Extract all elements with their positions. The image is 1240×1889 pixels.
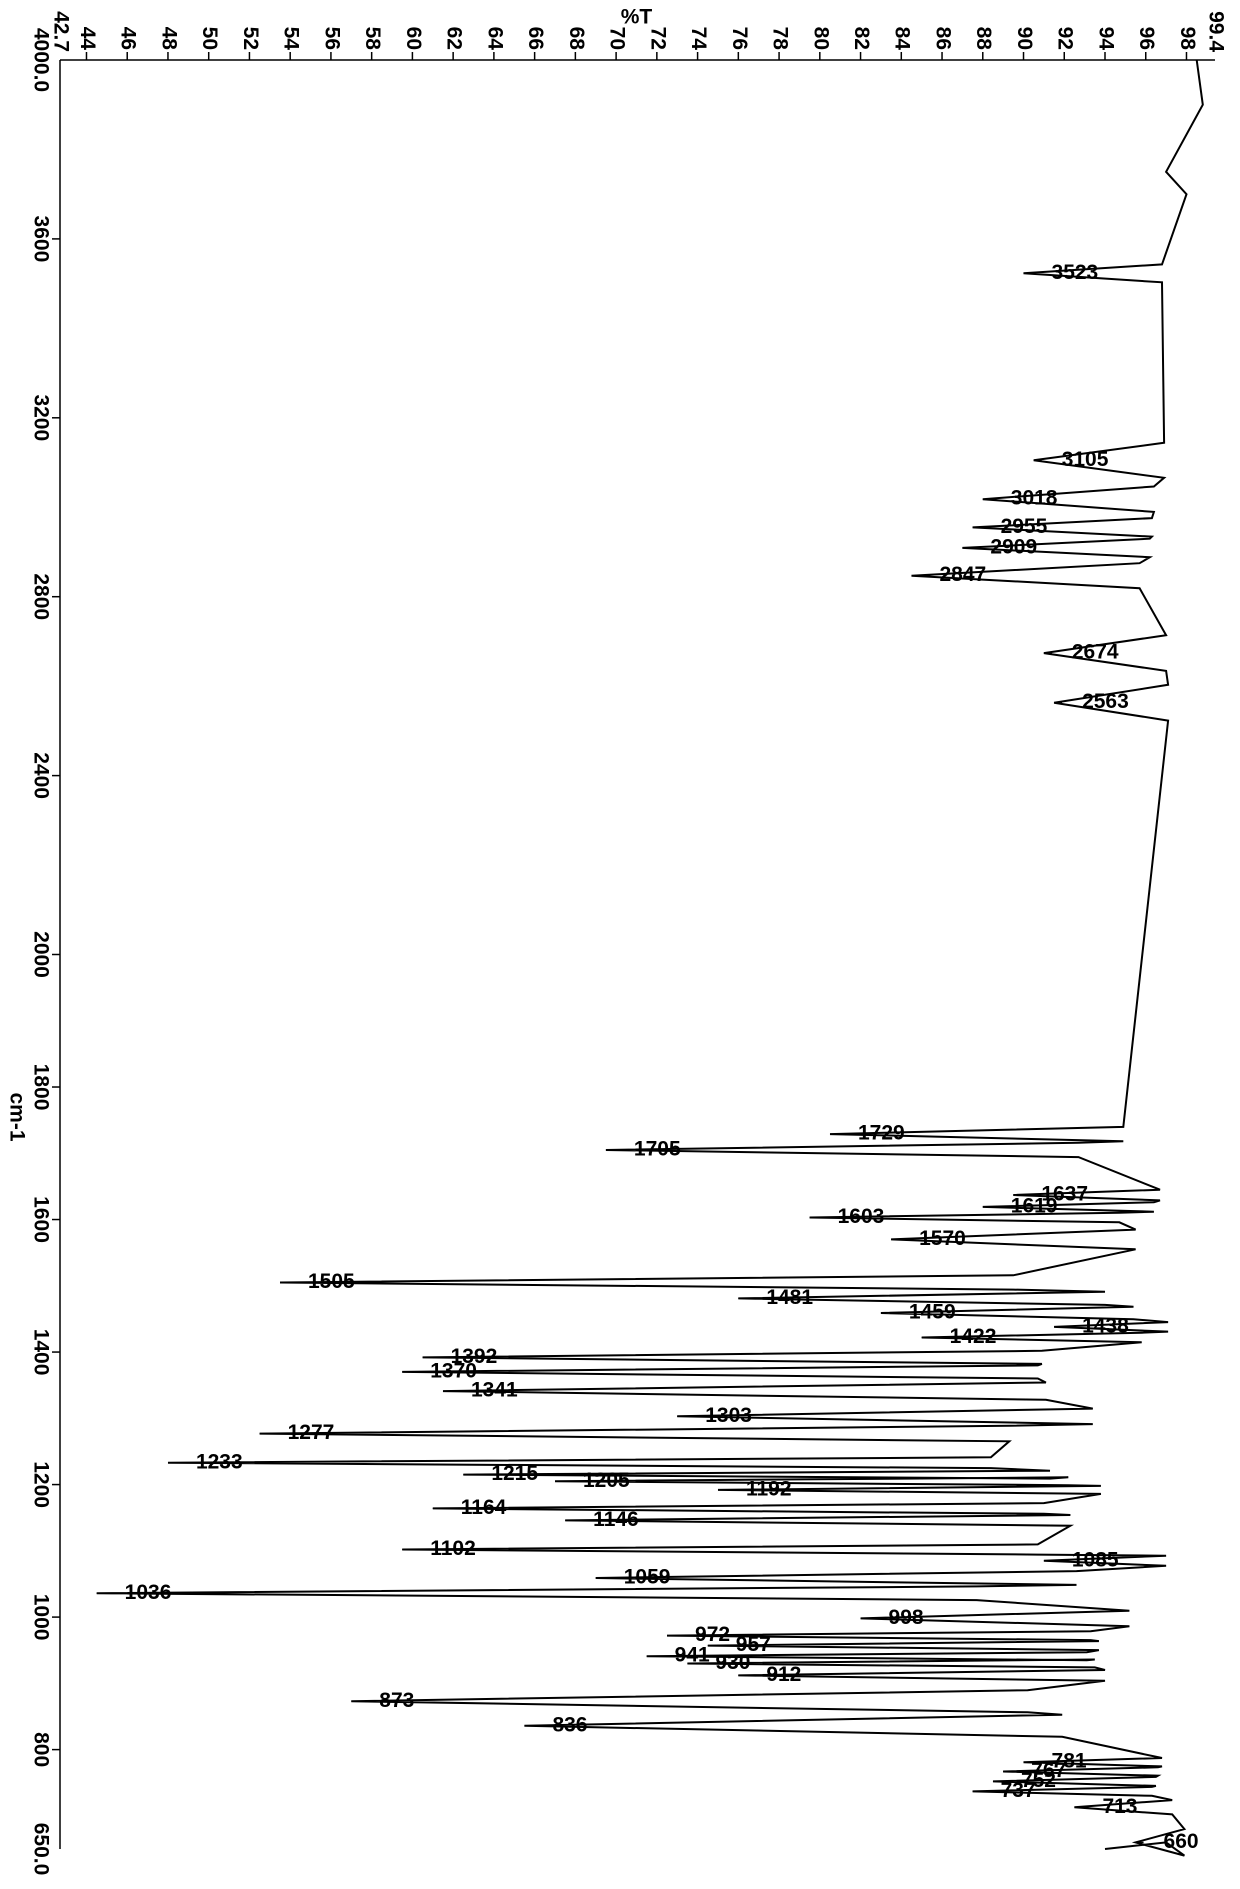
svg-text:54: 54 [280, 27, 303, 51]
svg-text:3523: 3523 [1052, 261, 1099, 284]
svg-text:800: 800 [29, 1732, 52, 1767]
svg-text:1603: 1603 [838, 1205, 885, 1228]
svg-text:2800: 2800 [29, 573, 52, 620]
svg-text:3105: 3105 [1062, 448, 1109, 471]
svg-text:80: 80 [809, 27, 832, 50]
svg-text:99.4: 99.4 [1204, 11, 1227, 52]
svg-text:82: 82 [850, 27, 873, 50]
svg-text:3200: 3200 [29, 394, 52, 441]
svg-text:912: 912 [766, 1663, 801, 1686]
svg-text:3600: 3600 [29, 216, 52, 263]
svg-text:1400: 1400 [29, 1329, 52, 1376]
svg-text:713: 713 [1102, 1795, 1137, 1818]
svg-text:1505: 1505 [308, 1270, 355, 1293]
svg-text:2955: 2955 [1001, 515, 1048, 538]
svg-text:1370: 1370 [430, 1359, 477, 1382]
svg-text:94: 94 [1094, 27, 1117, 51]
svg-text:737: 737 [1001, 1779, 1036, 1802]
svg-text:96: 96 [1135, 27, 1158, 50]
svg-text:56: 56 [320, 27, 343, 50]
svg-text:2563: 2563 [1082, 690, 1129, 713]
svg-text:74: 74 [687, 27, 710, 51]
svg-text:1459: 1459 [909, 1301, 956, 1324]
svg-text:58: 58 [361, 27, 384, 51]
svg-text:1000: 1000 [29, 1594, 52, 1641]
svg-text:1085: 1085 [1072, 1548, 1119, 1571]
svg-text:64: 64 [483, 27, 506, 51]
svg-text:1146: 1146 [593, 1508, 639, 1531]
svg-text:52: 52 [239, 27, 262, 50]
svg-text:70: 70 [606, 27, 629, 50]
svg-text:4000.0: 4000.0 [29, 28, 52, 92]
svg-text:1600: 1600 [29, 1196, 52, 1243]
svg-text:46: 46 [117, 27, 140, 50]
svg-text:1102: 1102 [430, 1537, 476, 1560]
svg-text:42.7: 42.7 [49, 11, 72, 52]
svg-text:1705: 1705 [634, 1138, 681, 1161]
svg-text:84: 84 [891, 27, 914, 51]
svg-text:1481: 1481 [766, 1286, 813, 1309]
svg-text:998: 998 [889, 1606, 924, 1629]
svg-text:2847: 2847 [939, 563, 986, 586]
svg-text:1233: 1233 [196, 1450, 243, 1473]
svg-text:2400: 2400 [29, 752, 52, 799]
svg-text:1192: 1192 [746, 1477, 792, 1500]
svg-text:1205: 1205 [583, 1469, 630, 1492]
svg-text:1438: 1438 [1082, 1314, 1129, 1337]
svg-text:1619: 1619 [1011, 1194, 1058, 1217]
svg-text:1215: 1215 [491, 1462, 538, 1485]
svg-text:86: 86 [931, 27, 954, 50]
svg-text:873: 873 [379, 1689, 414, 1712]
svg-text:1729: 1729 [858, 1122, 905, 1145]
svg-text:2909: 2909 [990, 535, 1037, 558]
svg-text:1303: 1303 [705, 1404, 752, 1427]
svg-text:50: 50 [198, 27, 221, 50]
svg-text:650.0: 650.0 [29, 1823, 52, 1876]
svg-text:68: 68 [565, 27, 588, 51]
svg-text:44: 44 [76, 27, 99, 51]
svg-text:2674: 2674 [1072, 641, 1119, 664]
svg-text:88: 88 [972, 27, 995, 51]
svg-text:92: 92 [1054, 27, 1077, 50]
svg-text:98: 98 [1176, 27, 1199, 51]
svg-text:1059: 1059 [624, 1566, 671, 1589]
svg-text:930: 930 [715, 1651, 750, 1674]
svg-text:90: 90 [1013, 27, 1036, 50]
svg-text:%T: %T [621, 6, 653, 29]
svg-text:1341: 1341 [471, 1379, 518, 1402]
svg-text:1800: 1800 [29, 1064, 52, 1111]
svg-text:1036: 1036 [125, 1581, 172, 1604]
svg-text:cm-1: cm-1 [5, 1093, 28, 1142]
svg-text:2000: 2000 [29, 931, 52, 978]
svg-text:836: 836 [552, 1713, 587, 1736]
svg-text:60: 60 [402, 27, 425, 50]
svg-text:1164: 1164 [461, 1496, 507, 1519]
svg-text:66: 66 [524, 27, 547, 50]
svg-text:1570: 1570 [919, 1227, 966, 1250]
svg-text:72: 72 [646, 27, 669, 50]
ir-spectrum-chart: 4000.0 650.0 3600 3200 2800 2400 2000 1800 1600 1… [0, 0, 1240, 1889]
svg-text:3018: 3018 [1011, 487, 1058, 510]
svg-text:1422: 1422 [950, 1325, 997, 1348]
svg-text:62: 62 [443, 27, 466, 50]
svg-text:76: 76 [728, 27, 751, 50]
svg-text:48: 48 [157, 27, 180, 51]
svg-text:660: 660 [1164, 1830, 1199, 1853]
svg-text:1200: 1200 [29, 1461, 52, 1508]
svg-text:78: 78 [769, 27, 792, 51]
svg-text:1277: 1277 [288, 1421, 335, 1444]
